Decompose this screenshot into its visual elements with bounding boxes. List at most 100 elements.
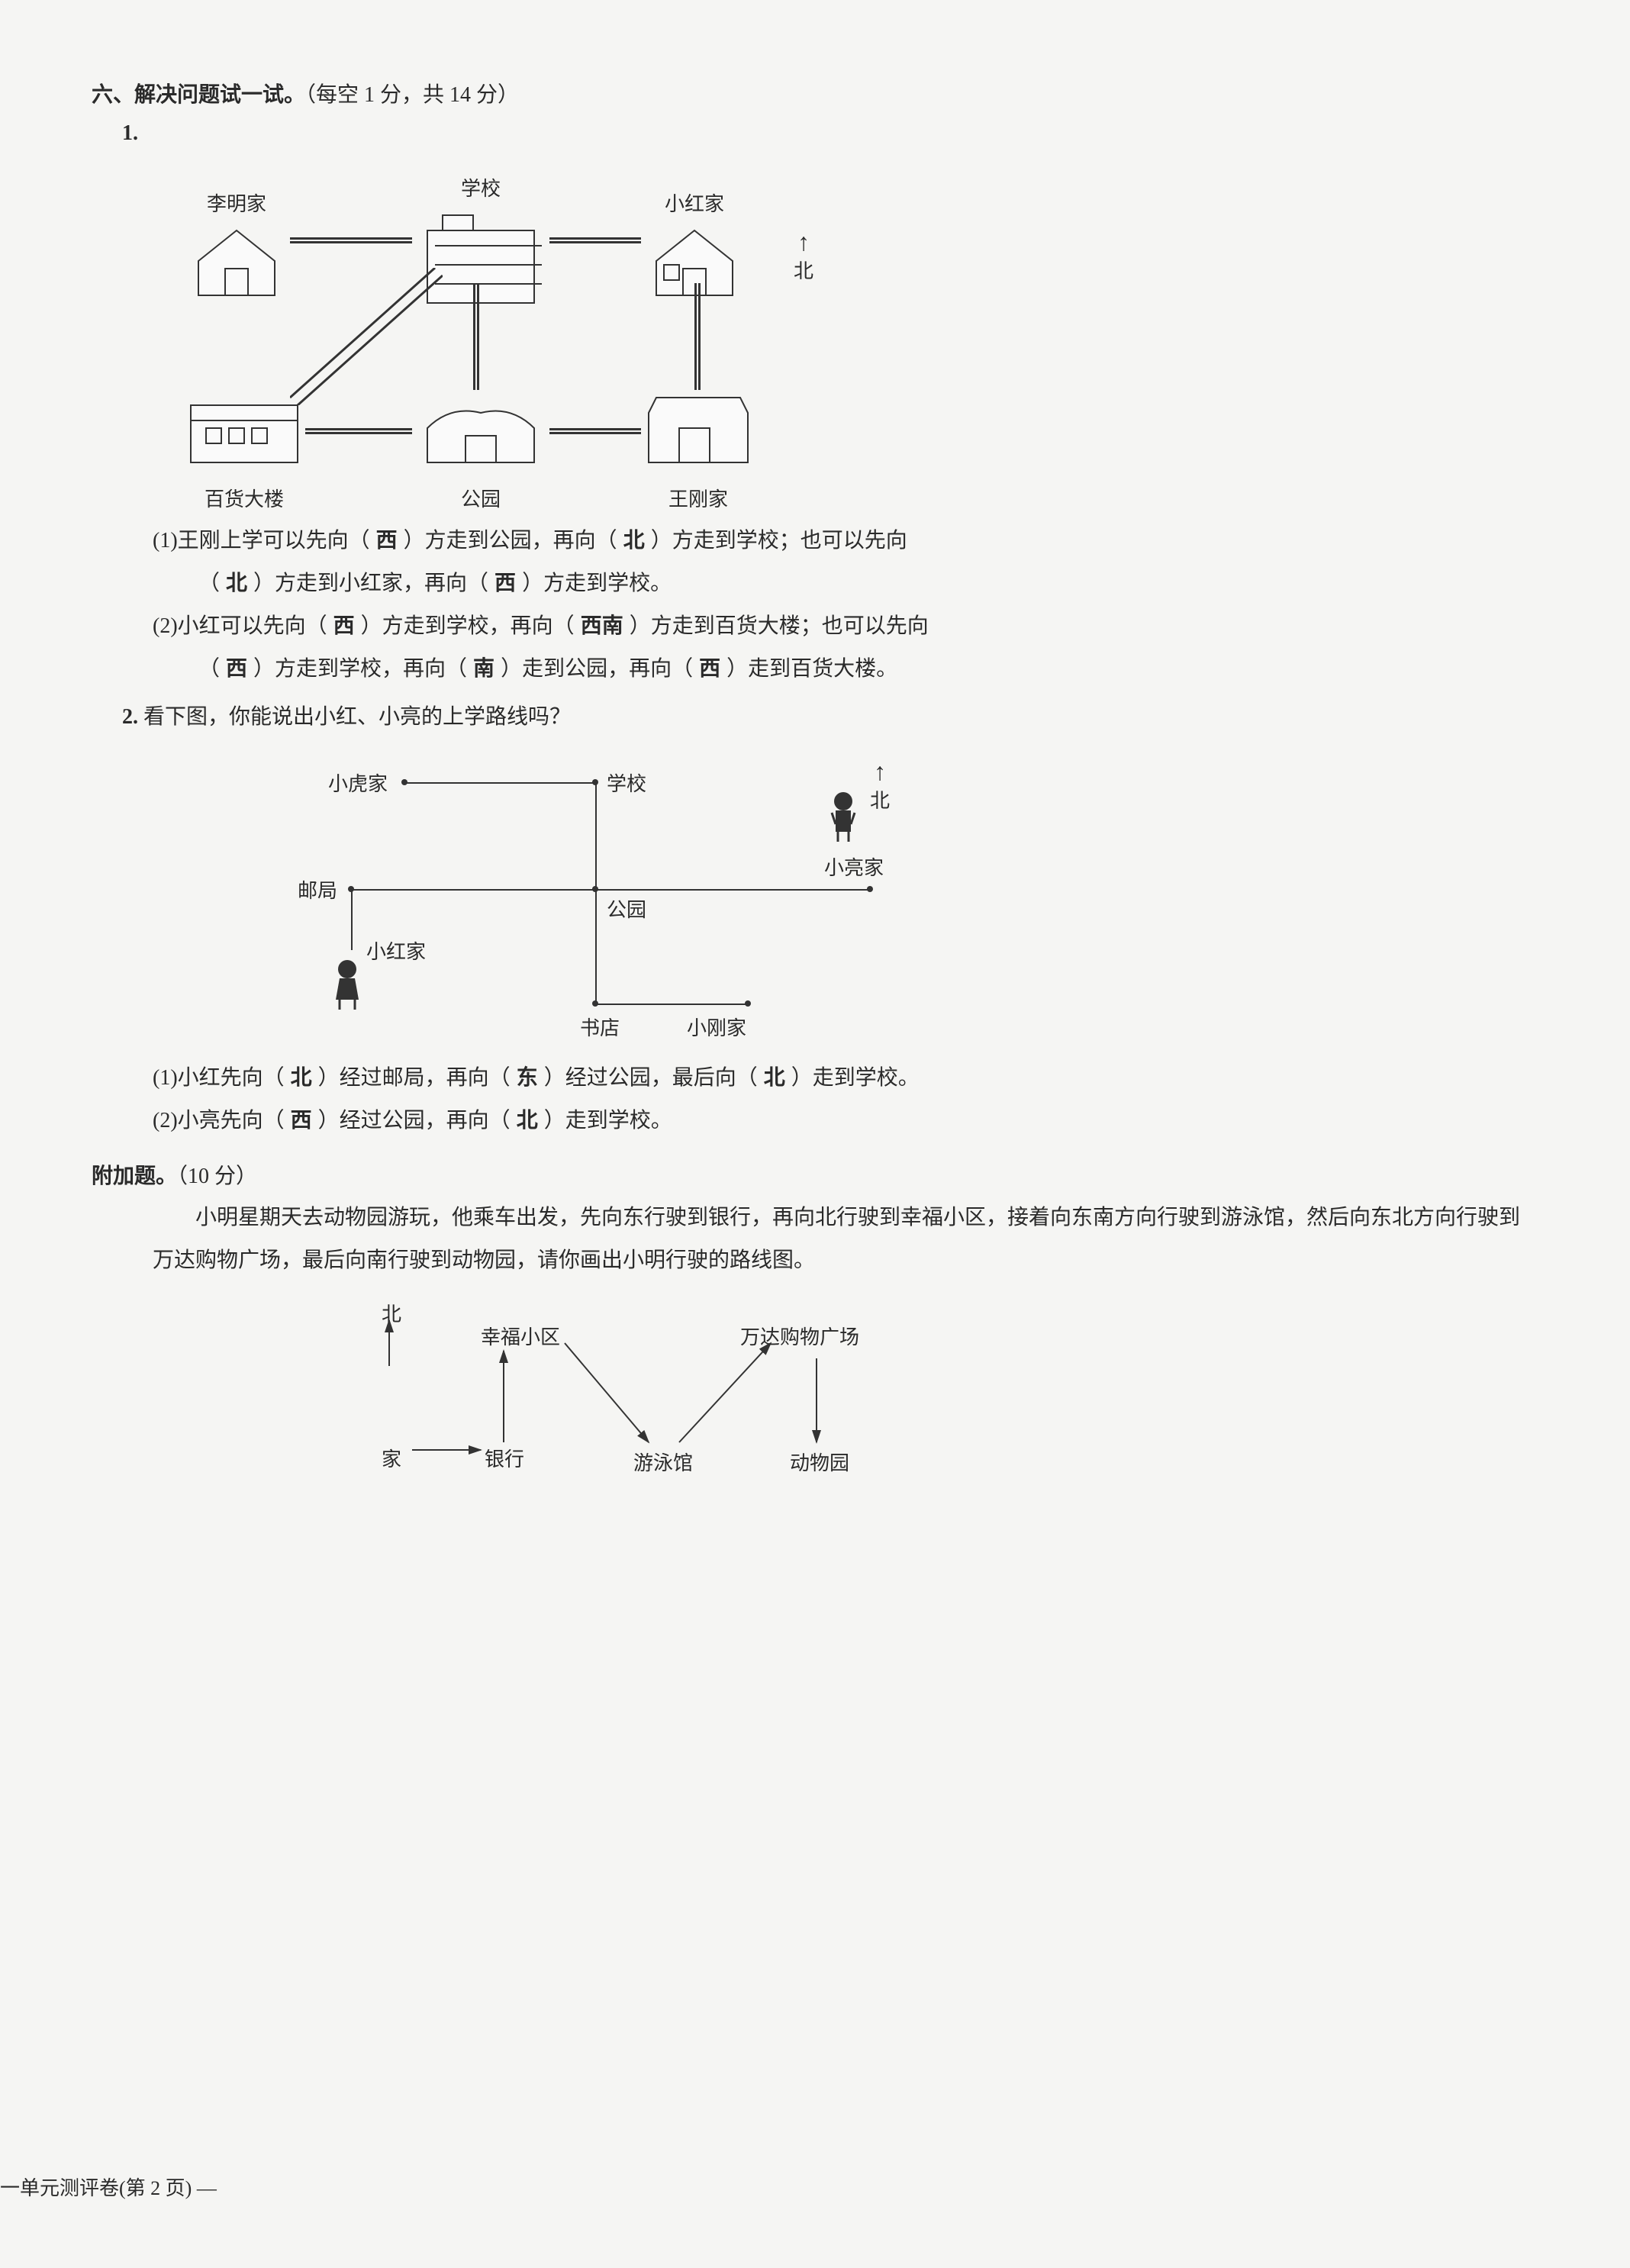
d2-line-v-school [595,782,597,1004]
label-bank: 银行 [485,1442,524,1478]
person-svg [328,958,366,1011]
d2-line-mid [351,889,870,891]
label-wanda: 万达购物广场 [740,1320,859,1356]
north-indicator-2: 北 [870,759,890,820]
label-wanggang: 王刚家 [641,482,755,518]
road-h2 [549,237,641,243]
p2q2-suffix: ）走到学校。 [544,1109,672,1132]
label-north3: 北 [382,1297,401,1333]
p2q1-a2: 东 [511,1066,544,1090]
label-xiaohong-home: 小红家 [641,187,748,223]
label-zoo: 动物园 [790,1446,849,1482]
road-h1 [290,237,412,243]
q1-a1: 西 [370,529,404,553]
road-diag [290,268,443,405]
dot-xiaoliang [867,886,873,892]
building-wanggang: 王刚家 [641,390,755,518]
q1-mid1: ）方走到公园，再向（ [404,529,617,553]
bonus-points: （10 分） [177,1165,257,1188]
q2-a2: 西南 [575,614,630,638]
diagram-2: 小虎家 学校 邮局 公园 小亮家 小红家 书店 小刚家 北 [305,752,992,1042]
p2q1-mid2: ）经过公园，最后向（ [544,1066,758,1090]
q1-a4: 西 [488,572,522,595]
label-liming: 李明家 [183,187,290,223]
dot-xiaohu [401,779,408,785]
label-home: 家 [382,1442,401,1478]
dept-icon [183,390,305,466]
q2-l2-prefix: （ [198,657,220,681]
bonus-text: 小明星期天去动物园游玩，他乘车出发，先向东行驶到银行，再向北行驶到幸福小区，接着… [153,1197,1538,1282]
building-liming: 李明家 [183,184,290,312]
boy-icon [824,790,862,843]
person-svg [824,790,862,843]
label-xiaohu: 小虎家 [328,767,388,803]
label-school2: 学校 [607,767,646,803]
label-xiaogang: 小刚家 [687,1011,746,1047]
label-bookstore: 书店 [580,1011,620,1047]
north-label-2: 北 [870,790,890,812]
problem-1-num: 1. [122,114,1538,153]
building-department: 百货大楼 [183,390,305,518]
page-footer: 一单元测评卷(第 2 页) — [0,2171,217,2207]
p2q2-a1: 西 [285,1109,318,1132]
d2-line-v-post [351,889,353,950]
label-post: 邮局 [298,874,337,910]
q2-mid1: ）方走到学校，再向（ [361,614,575,638]
p2-q2: (2)小亮先向（西）经过公园，再向（北）走到学校。 [153,1100,1538,1142]
p1-q2: (2)小红可以先向（西）方走到学校，再向（西南）方走到百货大楼；也可以先向 [153,605,1538,648]
p1-q2-line2: （西）方走到学校，再向（南）走到公园，再向（西）走到百货大楼。 [198,648,1538,691]
road-v1 [473,283,479,390]
p2q2-prefix: (2)小亮先向（ [153,1109,285,1132]
p2q2-mid1: ）经过公园，再向（ [318,1109,511,1132]
diagram-3: 北 幸福小区 万达购物广场 家 银行 游泳馆 动物园 [366,1297,977,1496]
section-heading: 六、解决问题试一试。 [92,83,305,107]
q2-a3: 西 [220,657,253,681]
q1-l2-prefix: （ [198,572,220,595]
label-xingfu: 幸福小区 [481,1320,560,1356]
diagram-1: 李明家 学校 小红家 北 百货大楼 公园 王刚家 [183,169,870,504]
label-park: 公园 [412,482,549,518]
label-school: 学校 [412,172,549,208]
dot-post [348,886,354,892]
q2-a4: 南 [467,657,501,681]
q2-mid3: ）方走到学校，再向（ [253,657,467,681]
problem-2-header: 2. 看下图，你能说出小红、小亮的上学路线吗？ [122,698,1538,736]
label-xiaohong2: 小红家 [366,935,426,971]
dot-school [592,779,598,785]
p2q1-a1: 北 [285,1066,318,1090]
q1-a2: 北 [617,529,651,553]
q1-prefix: (1)王刚上学可以先向（ [153,529,370,553]
p2q1-suffix: ）走到学校。 [791,1066,920,1090]
dot-park [592,886,598,892]
dot-bookstore [592,1000,598,1007]
p2q1-a3: 北 [758,1066,791,1090]
q2-a1: 西 [327,614,361,638]
q1-a3: 北 [220,572,253,595]
road-h4 [549,428,641,434]
q1-mid3: ）方走到小红家，再向（ [253,572,488,595]
problem-2-num: 2. [122,705,138,729]
section-title: 六、解决问题试一试。（每空 1 分，共 14 分） [92,76,1538,114]
label-xiaoliang: 小亮家 [824,851,884,887]
road-v2 [694,283,701,390]
q1-mid2: ）方走到学校；也可以先向 [651,529,907,553]
d2-line-top [404,782,595,784]
q2-mid2: ）方走到百货大楼；也可以先向 [630,614,929,638]
p2q1-mid1: ）经过邮局，再向（ [318,1066,511,1090]
label-park2: 公园 [607,893,646,929]
bonus-title: 附加题。 [92,1165,177,1188]
building-park: 公园 [412,390,549,518]
girl-icon [328,958,366,1011]
p2q1-prefix: (1)小红先向（ [153,1066,285,1090]
bonus-header: 附加题。（10 分） [92,1158,1538,1196]
p2q2-a2: 北 [511,1109,544,1132]
q2-a5: 西 [693,657,726,681]
d2-line-bottom [595,1004,748,1005]
q2-suffix: ）走到百货大楼。 [726,657,897,681]
p2-q1: (1)小红先向（北）经过邮局，再向（东）经过公园，最后向（北）走到学校。 [153,1057,1538,1100]
house-icon [183,223,290,299]
q2-prefix: (2)小红可以先向（ [153,614,327,638]
house-icon [641,390,755,466]
p1-q1-line2: （北）方走到小红家，再向（西）方走到学校。 [198,562,1538,605]
road-h3 [305,428,412,434]
